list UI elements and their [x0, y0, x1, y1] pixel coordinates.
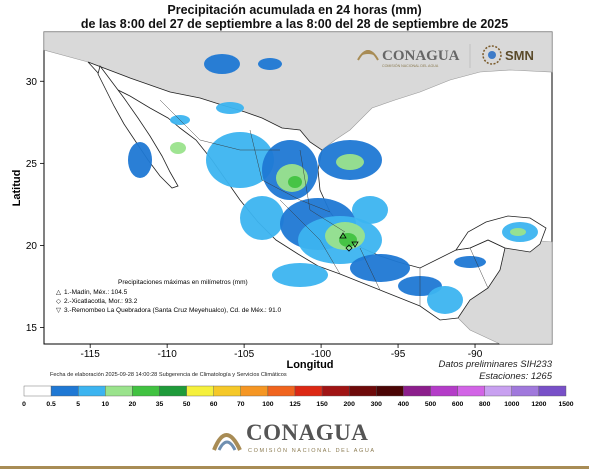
neighbor-land	[43, 31, 553, 345]
x-tick-label: -115	[81, 349, 101, 360]
legend-title: Precipitaciones máximas en milímetros (m…	[118, 279, 248, 286]
colorbar-label: 20	[129, 401, 137, 408]
colorbar-swatch	[50, 385, 79, 397]
colorbar-label: 0	[22, 401, 26, 408]
legend-item-text: 3.-Remombeo La Quebradora (Santa Cruz Me…	[64, 307, 282, 314]
x-tick-label: -110	[158, 349, 178, 360]
colorbar-swatch	[349, 385, 377, 397]
state-borders	[159, 99, 489, 306]
colorbar-label: 100	[262, 401, 274, 408]
colorbar-label: 125	[289, 401, 301, 408]
colorbar-swatch	[430, 385, 458, 397]
conagua-logo-bottom: CONAGUA COMISIÓN NACIONAL DEL AGUA	[210, 412, 380, 462]
colorbar-swatch	[538, 385, 567, 397]
colorbar-label: 600	[452, 401, 464, 408]
colorbar-swatch	[267, 385, 296, 397]
legend-items: △ 1.-Madín, Méx.: 104.5◇ 2.-Xicatlacotla, …	[56, 288, 282, 314]
colorbar-swatch	[77, 385, 106, 397]
y-tick-label: 25	[26, 159, 38, 170]
y-tick-label: 30	[26, 77, 38, 88]
map-title: Precipitación acumulada en 24 horas (mm)	[167, 3, 422, 17]
y-tick-label: 15	[26, 323, 38, 334]
colorbar	[23, 385, 567, 397]
colorbar-label: 35	[156, 401, 164, 408]
colorbar-label: 400	[398, 401, 410, 408]
colorbar-labels: 0 0.5 5 10 20 35 50 60 70 100 125 150 200 300 400 500 60…	[22, 401, 574, 408]
colorbar-label: 10	[102, 401, 110, 408]
conagua-emblem-icon	[212, 433, 242, 451]
footer-stations: Estaciones: 1265	[479, 371, 553, 382]
x-tick-label: -90	[468, 349, 483, 360]
colorbar-label: 200	[344, 401, 356, 408]
legend-symbol: △	[56, 288, 61, 296]
x-tick-label: -100	[311, 349, 331, 360]
legend-symbol: ◇	[56, 297, 61, 305]
y-axis-title: Latitud	[11, 170, 23, 207]
footer-date: Fecha de elaboración 2025-09-28 14:00:28…	[50, 372, 287, 378]
y-ticks: 30 25 20 15	[26, 77, 44, 334]
legend-item-text: 2.-Xicatlacotla, Mor.: 93.2	[64, 298, 138, 305]
colorbar-label: 150	[316, 401, 328, 408]
colorbar-swatch	[511, 385, 540, 397]
legend-symbol: ▽	[56, 306, 61, 314]
y-tick-label: 20	[26, 241, 38, 252]
x-tick-label: -105	[234, 349, 254, 360]
precip-patches	[128, 54, 538, 314]
colorbar-swatch	[186, 385, 214, 397]
colorbar-label: 300	[371, 401, 383, 408]
colorbar-swatch	[457, 385, 485, 397]
colorbar-swatch	[132, 385, 160, 397]
colorbar-swatch	[294, 385, 323, 397]
colorbar-swatch	[240, 385, 269, 397]
smn-logo: SMN	[482, 45, 534, 65]
colorbar-swatch	[213, 385, 241, 397]
colorbar-swatch	[159, 385, 187, 397]
colorbar-label: 60	[210, 401, 218, 408]
colorbar-swatch	[23, 385, 52, 397]
colorbar-label: 800	[479, 401, 491, 408]
footer-bar	[0, 466, 589, 469]
x-ticks: -115 -110 -105 -100 -95 -90	[81, 344, 483, 360]
colorbar-swatch	[321, 385, 350, 397]
map-subtitle: de las 8:00 del 27 de septiembre a las 8…	[80, 17, 509, 31]
conagua-wordmark-bottom: CONAGUA	[246, 420, 369, 445]
footer-prelim: Datos preliminares SIH233	[438, 359, 552, 370]
smn-wordmark: SMN	[505, 48, 534, 63]
conagua-sub-bottom: COMISIÓN NACIONAL DEL AGUA	[248, 448, 376, 454]
conagua-sub: COMISIÓN NACIONAL DEL AGUA	[382, 63, 439, 68]
colorbar-label: 5	[76, 401, 80, 408]
colorbar-swatch	[105, 385, 133, 397]
colorbar-label: 500	[425, 401, 437, 408]
max-station-markers	[339, 232, 359, 252]
colorbar-label: 0.5	[46, 401, 56, 408]
conagua-wordmark: CONAGUA	[382, 48, 460, 64]
colorbar-swatch	[376, 385, 404, 397]
x-tick-label: -95	[391, 349, 406, 360]
colorbar-label: 70	[237, 401, 245, 408]
colorbar-swatch	[484, 385, 513, 397]
colorbar-swatch	[403, 385, 431, 397]
colorbar-label: 1200	[531, 401, 546, 408]
x-axis-title: Longitud	[286, 359, 333, 371]
colorbar-label: 1000	[504, 401, 519, 408]
conagua-logo-top: CONAGUA COMISIÓN NACIONAL DEL AGUA	[357, 48, 460, 68]
colorbar-label: 1500	[558, 401, 573, 408]
legend-item-text: 1.-Madín, Méx.: 104.5	[64, 289, 128, 296]
colorbar-label: 50	[183, 401, 191, 408]
